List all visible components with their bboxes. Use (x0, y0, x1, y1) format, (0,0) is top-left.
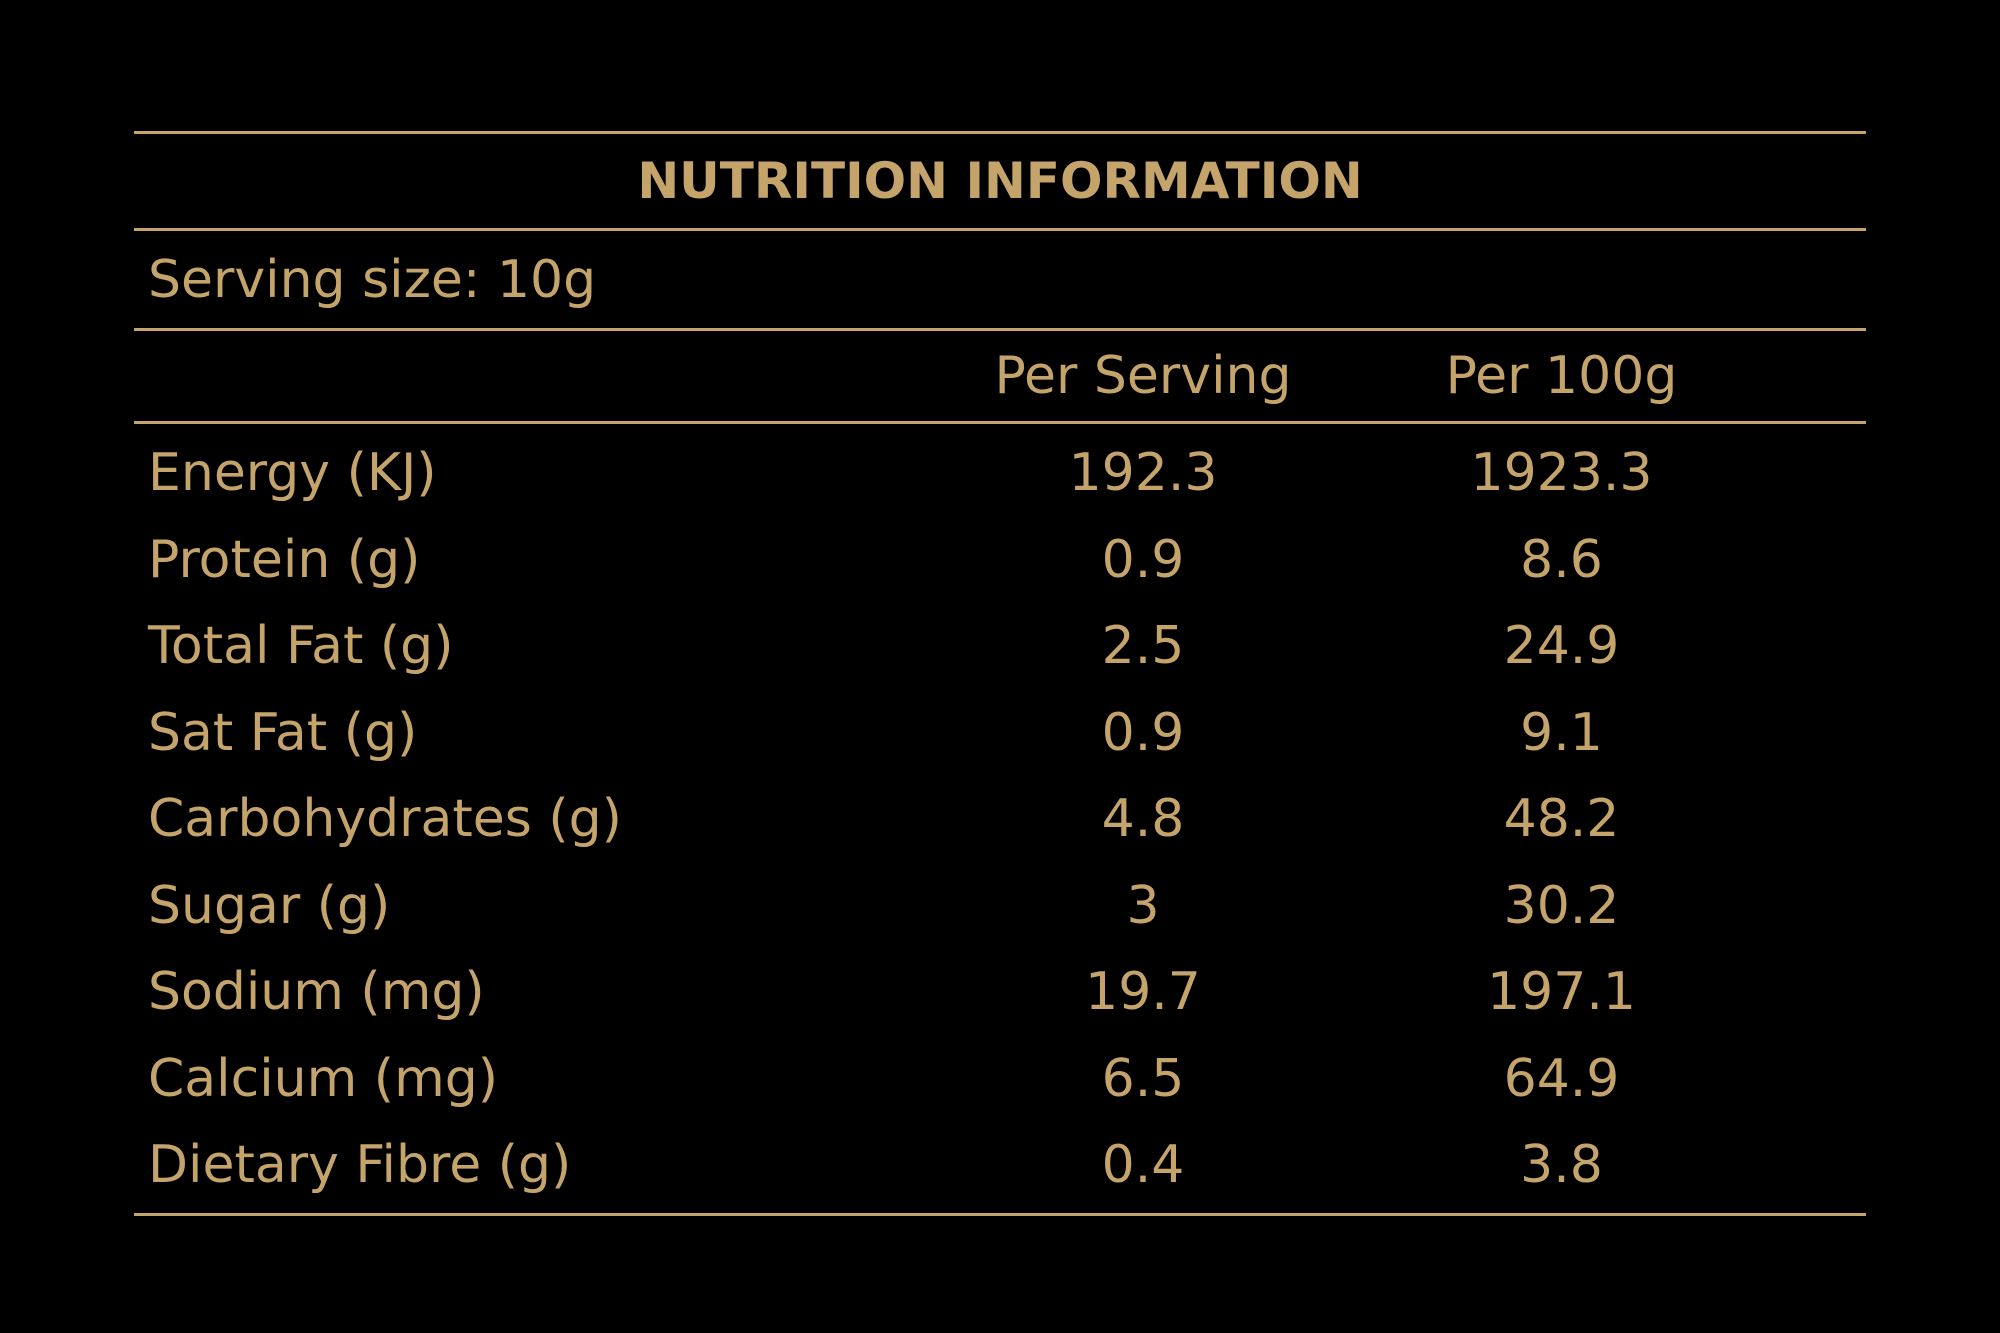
per-100g-value: 3.8 (1520, 1135, 1603, 1196)
per-100g-value: 30.2 (1503, 875, 1620, 936)
serving-rule (134, 328, 1866, 331)
nutrition-panel: NUTRITION INFORMATION Serving size: 10g … (134, 131, 1866, 1216)
table-row: Sodium (mg) 19.7 197.1 (134, 949, 1866, 1036)
table-row: Total Fat (g) 2.5 24.9 (134, 603, 1866, 690)
header-per-serving: Per Serving (994, 346, 1292, 406)
table-row: Sat Fat (g) 0.9 9.1 (134, 690, 1866, 777)
top-rule (134, 131, 1866, 134)
nutrient-name: Sat Fat (g) (148, 702, 418, 763)
header-rule (134, 421, 1866, 424)
table-row: Energy (KJ) 192.3 1923.3 (134, 430, 1866, 517)
per-100g-value: 64.9 (1503, 1048, 1620, 1109)
per-serving-value: 0.4 (1101, 1135, 1185, 1196)
nutrient-name: Energy (KJ) (148, 443, 437, 504)
nutrient-name: Calcium (mg) (148, 1048, 499, 1109)
per-100g-value: 24.9 (1503, 616, 1620, 677)
title-row: NUTRITION INFORMATION (134, 134, 1866, 228)
serving-size-row: Serving size: 10g (134, 231, 1866, 328)
per-serving-value: 4.8 (1101, 789, 1185, 850)
per-100g-value: 9.1 (1520, 702, 1603, 763)
table-row: Calcium (mg) 6.5 64.9 (134, 1036, 1866, 1123)
title-rule (134, 228, 1866, 231)
per-serving-value: 3 (1126, 875, 1160, 936)
panel-title: NUTRITION INFORMATION (637, 152, 1363, 210)
column-header-row: Per Serving Per 100g (134, 331, 1866, 421)
table-row: Carbohydrates (g) 4.8 48.2 (134, 776, 1866, 863)
table-row: Sugar (g) 3 30.2 (134, 863, 1866, 950)
nutrient-rows: Energy (KJ) 192.3 1923.3 Protein (g) 0.9… (134, 424, 1866, 1213)
nutrient-name: Total Fat (g) (148, 616, 454, 677)
nutrient-name: Protein (g) (148, 529, 421, 590)
per-100g-value: 8.6 (1520, 529, 1603, 590)
table-row: Dietary Fibre (g) 0.4 3.8 (134, 1122, 1866, 1209)
per-serving-value: 0.9 (1101, 529, 1185, 590)
per-100g-value: 48.2 (1503, 789, 1620, 850)
per-serving-value: 2.5 (1101, 616, 1185, 677)
table-row: Protein (g) 0.9 8.6 (134, 517, 1866, 604)
per-100g-value: 197.1 (1487, 962, 1636, 1023)
per-serving-value: 192.3 (1068, 443, 1218, 504)
nutrient-name: Dietary Fibre (g) (148, 1135, 572, 1196)
nutrient-name: Sugar (g) (148, 875, 391, 936)
per-serving-value: 0.9 (1101, 702, 1185, 763)
per-100g-value: 1923.3 (1470, 443, 1653, 504)
nutrient-name: Carbohydrates (g) (148, 789, 622, 850)
bottom-rule (134, 1212, 1866, 1216)
nutrient-name: Sodium (mg) (148, 962, 485, 1023)
per-serving-value: 6.5 (1101, 1048, 1185, 1109)
serving-size-label: Serving size: 10g (148, 249, 597, 310)
per-serving-value: 19.7 (1085, 962, 1201, 1023)
header-per-100g: Per 100g (1445, 346, 1678, 406)
